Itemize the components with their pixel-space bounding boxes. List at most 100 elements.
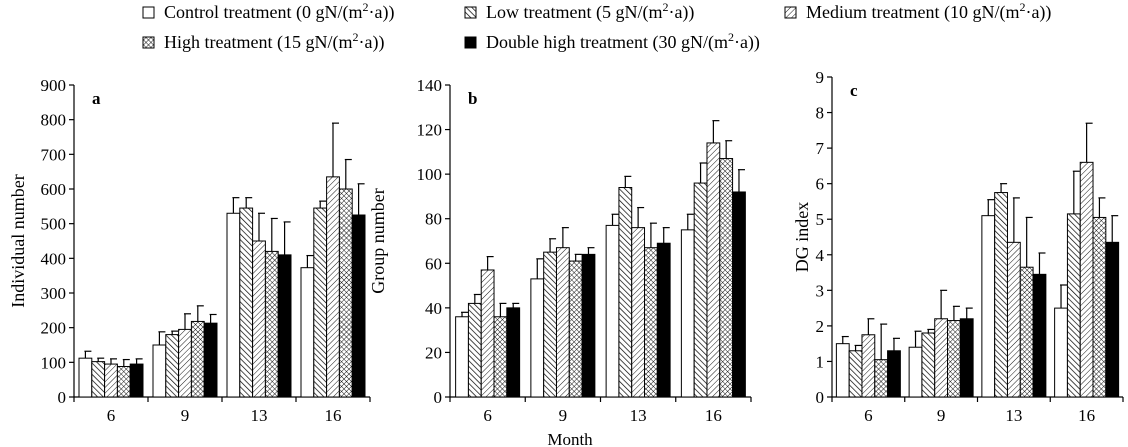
bar xyxy=(874,359,889,398)
bar xyxy=(921,332,936,398)
bar xyxy=(631,227,646,398)
bar xyxy=(732,191,746,398)
bar xyxy=(994,192,1008,398)
legend: Control treatment (0 gN/(m2·a)) Low treat… xyxy=(142,0,1051,53)
y-tick-label: 140 xyxy=(417,76,443,95)
bar xyxy=(706,142,721,398)
y-tick-label: 7 xyxy=(816,139,825,158)
legend-item: Low treatment (5 gN/(m2·a)) xyxy=(464,0,694,23)
y-axis-label: DG index xyxy=(792,202,812,273)
y-tick-label: 20 xyxy=(425,343,442,362)
legend-swatch xyxy=(142,6,155,19)
bar xyxy=(581,253,596,398)
bar xyxy=(252,240,266,398)
bar xyxy=(861,334,876,398)
legend-label: Double high treatment (30 gN/(m2·a)) xyxy=(486,30,760,53)
legend-item: Medium treatment (10 gN/(m2·a)) xyxy=(784,0,1051,23)
bar xyxy=(467,302,482,398)
y-tick-label: 0 xyxy=(58,388,67,407)
x-tick-label: 6 xyxy=(483,406,492,425)
bar xyxy=(947,320,961,398)
bar xyxy=(226,212,241,398)
bar xyxy=(848,350,863,398)
legend-item: High treatment (15 gN/(m2·a)) xyxy=(142,30,384,53)
bar xyxy=(1066,213,1081,398)
x-tick-label: 16 xyxy=(325,406,342,425)
x-tick-label: 6 xyxy=(107,406,116,425)
y-tick-label: 6 xyxy=(816,175,825,194)
x-tick-label: 9 xyxy=(181,406,190,425)
bar xyxy=(178,328,192,398)
panel-label: c xyxy=(850,81,858,100)
legend-item: Double high treatment (30 gN/(m2·a)) xyxy=(464,30,760,53)
x-tick-label: 13 xyxy=(1005,406,1022,425)
bar xyxy=(129,363,144,398)
y-tick-label: 700 xyxy=(41,145,67,164)
bar xyxy=(190,320,205,398)
bar xyxy=(239,207,254,398)
bar xyxy=(568,260,583,398)
legend-label: High treatment (15 gN/(m2·a)) xyxy=(164,30,384,53)
legend-item: Control treatment (0 gN/(m2·a)) xyxy=(142,0,394,23)
bar xyxy=(887,350,901,398)
bar xyxy=(981,215,996,398)
panel-label: b xyxy=(468,89,477,108)
y-tick-label: 600 xyxy=(41,180,67,199)
y-tick-label: 100 xyxy=(41,353,67,372)
bar xyxy=(555,247,570,398)
y-tick-label: 8 xyxy=(816,104,825,123)
y-tick-label: 900 xyxy=(41,76,67,95)
bar xyxy=(277,254,292,398)
y-tick-label: 300 xyxy=(41,284,67,303)
bar xyxy=(934,318,949,398)
bar xyxy=(1006,241,1021,398)
bar xyxy=(480,269,495,398)
y-axis-label: Individual number xyxy=(8,174,28,307)
y-tick-label: 2 xyxy=(816,317,825,336)
bar xyxy=(351,214,366,398)
bar xyxy=(91,361,106,398)
x-axis-label: Month xyxy=(547,430,593,447)
y-tick-label: 0 xyxy=(434,388,443,407)
y-tick-label: 800 xyxy=(41,111,67,130)
panel-label: a xyxy=(92,89,101,108)
legend-swatch xyxy=(464,36,477,49)
legend-swatch xyxy=(784,6,797,19)
bar xyxy=(165,334,180,398)
bar xyxy=(656,242,671,398)
y-tick-label: 5 xyxy=(816,210,825,229)
y-tick-label: 60 xyxy=(425,254,442,273)
legend-label: Low treatment (5 gN/(m2·a)) xyxy=(486,0,694,23)
bar xyxy=(835,343,850,398)
bar xyxy=(104,363,118,398)
bar xyxy=(644,247,658,398)
bar xyxy=(1079,161,1094,398)
bar xyxy=(506,307,521,398)
y-tick-label: 400 xyxy=(41,249,67,268)
chart-panel-a: 0 100 200 300 400 500 600 700 800 900 6 9 13 16 Indivi… xyxy=(8,76,371,425)
bar xyxy=(300,267,315,398)
chart-panel-c: 0 1 2 3 4 5 6 7 8 9 6 9 13 16 DG index c xyxy=(792,68,1124,425)
bar xyxy=(719,158,734,398)
y-tick-label: 9 xyxy=(816,68,825,87)
y-tick-label: 0 xyxy=(816,388,825,407)
x-tick-label: 9 xyxy=(937,406,946,425)
bar xyxy=(313,207,328,398)
x-tick-label: 16 xyxy=(705,406,722,425)
y-tick-label: 100 xyxy=(417,165,443,184)
bar xyxy=(680,229,695,398)
bar xyxy=(326,176,340,398)
legend-swatch xyxy=(464,6,477,19)
x-tick-label: 9 xyxy=(559,406,568,425)
bar xyxy=(1032,273,1047,398)
y-tick-label: 500 xyxy=(41,215,67,234)
bar xyxy=(1054,307,1068,398)
bar xyxy=(605,224,620,398)
y-tick-label: 40 xyxy=(425,299,442,318)
bar xyxy=(264,250,279,398)
chart-panel-b: 0 20 40 60 80 100 120 140 6 9 13 16 Group number b xyxy=(368,76,752,425)
bar xyxy=(455,316,469,398)
y-tick-label: 80 xyxy=(425,210,442,229)
